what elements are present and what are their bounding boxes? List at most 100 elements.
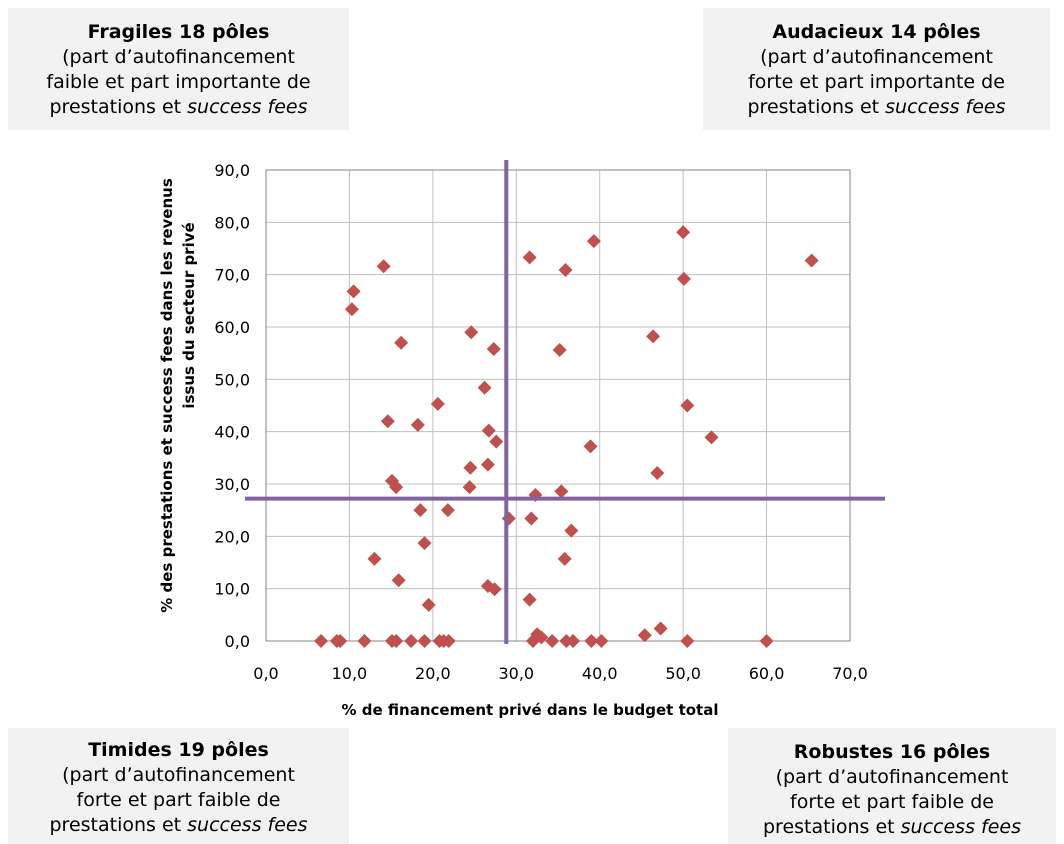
quadrant-desc-line: prestations et success fees (728, 815, 1056, 840)
data-point (552, 343, 567, 358)
data-point (376, 259, 391, 274)
data-point (704, 430, 719, 445)
data-point (410, 417, 425, 432)
data-point (413, 503, 428, 518)
x-tick-label: 0,0 (253, 664, 278, 683)
x-axis-ticks: 0,0 10,0 20,0 30,0 40,0 50,0 60,0 70,0 (253, 664, 868, 683)
data-point (487, 582, 502, 597)
data-point (380, 414, 395, 429)
y-axis-ticks: 0,0 10,0 20,0 30,0 40,0 50,0 60,0 70,0 80,0 90,0 (214, 161, 250, 651)
quadrant-desc-line: prestations et success fees (8, 95, 349, 120)
x-tick-label: 60,0 (749, 664, 785, 683)
x-tick-label: 10,0 (332, 664, 368, 683)
quadrant-desc-line: (part d’autofinancement (760, 46, 993, 68)
quadrant-desc-line: (part d’autofinancement (775, 766, 1009, 788)
data-point (583, 439, 598, 454)
quadrant-box-timides: Timides 19 pôles (part d’autofinancement… (8, 728, 349, 844)
data-point (346, 284, 361, 299)
quadrant-title: Fragiles 18 pôles (87, 21, 270, 43)
data-point (545, 634, 560, 648)
data-point (557, 551, 572, 566)
data-point (676, 271, 691, 286)
x-tick-label: 70,0 (832, 664, 868, 683)
grid (265, 169, 851, 642)
data-point (680, 398, 695, 413)
data-point (653, 621, 668, 636)
data-point (489, 434, 504, 449)
data-point (389, 634, 404, 648)
data-point (417, 536, 432, 551)
data-point (566, 634, 581, 648)
data-point (357, 634, 372, 648)
quadrant-desc-line: prestations et success fees (703, 95, 1050, 120)
y-tick-label: 20,0 (214, 527, 250, 546)
y-tick-label: 90,0 (214, 161, 250, 180)
data-point (586, 234, 601, 249)
quadrant-desc-italic: success fees (187, 814, 308, 836)
data-point (404, 634, 419, 648)
quadrant-desc-text: prestations et (763, 816, 901, 838)
data-point (637, 628, 652, 643)
quadrant-desc-italic: success fees (885, 96, 1006, 118)
y-tick-label: 30,0 (214, 475, 250, 494)
y-axis-title-line: % des prestations et success fees dans l… (158, 178, 176, 613)
quadrant-title: Timides 19 pôles (88, 739, 269, 761)
data-point (554, 484, 569, 499)
quadrant-desc-text: prestations et (747, 96, 886, 118)
quadrant-desc-italic: success fees (187, 96, 308, 118)
data-point (676, 225, 691, 240)
data-point (462, 480, 477, 495)
data-point (558, 262, 573, 277)
y-tick-label: 60,0 (214, 318, 250, 337)
data-point (480, 457, 495, 472)
data-point (421, 597, 436, 612)
data-point (584, 634, 599, 648)
x-tick-label: 40,0 (582, 664, 618, 683)
data-point (463, 460, 478, 475)
x-tick-label: 30,0 (498, 664, 534, 683)
data-point (486, 341, 501, 356)
data-point (522, 592, 537, 607)
data-point (524, 511, 539, 526)
data-point (440, 503, 455, 518)
y-axis-title-line: issus du secteur privé (180, 222, 198, 408)
plot-border (265, 169, 851, 642)
x-axis-title: % de financement privé dans le budget to… (342, 701, 719, 719)
data-point (367, 551, 382, 566)
quadrant-desc-line: (part d’autofinancement (62, 764, 295, 786)
quadrant-desc-text: prestations et (49, 814, 188, 836)
data-point (464, 325, 479, 340)
data-point (650, 466, 665, 481)
data-point (394, 335, 409, 350)
y-tick-label: 70,0 (214, 266, 250, 285)
quadrant-desc-line: (part d’autofinancement (62, 46, 295, 68)
data-point (680, 634, 695, 648)
data-point (391, 573, 406, 588)
quadrant-desc-line: faible et part importante de (46, 71, 311, 93)
y-tick-label: 50,0 (214, 370, 250, 389)
y-tick-label: 80,0 (214, 213, 250, 232)
quadrant-desc-text: prestations et (49, 96, 188, 118)
data-point (594, 634, 609, 648)
data-point (314, 634, 329, 648)
y-tick-label: 0,0 (225, 632, 250, 651)
x-tick-label: 50,0 (665, 664, 701, 683)
x-tick-label: 20,0 (415, 664, 451, 683)
data-point (564, 523, 579, 538)
quadrant-desc-italic: success fees (900, 816, 1021, 838)
quadrant-title: Robustes 16 pôles (793, 741, 991, 763)
data-points (314, 225, 819, 648)
data-point (646, 329, 661, 344)
data-point (389, 480, 404, 495)
data-point (522, 250, 537, 265)
data-point (344, 302, 359, 317)
y-tick-label: 40,0 (214, 423, 250, 442)
data-point (417, 634, 432, 648)
quadrant-title: Audacieux 14 pôles (772, 21, 981, 43)
quadrant-desc-line: forte et part faible de (790, 791, 994, 813)
data-point (441, 634, 456, 648)
data-point (759, 634, 774, 648)
quadrant-desc-line: prestations et success fees (8, 813, 349, 838)
data-point (430, 396, 445, 411)
